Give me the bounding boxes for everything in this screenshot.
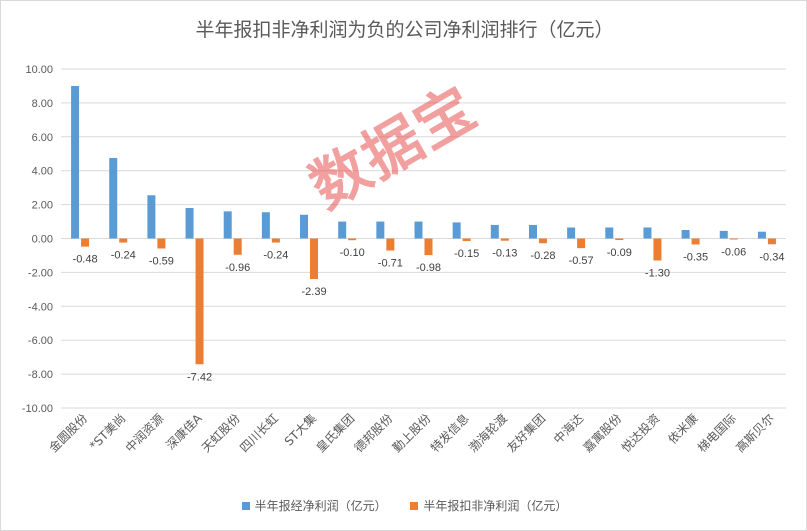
data-label: -0.71 [378,258,403,270]
data-label: -0.06 [721,247,746,259]
bar-net-profit [757,231,766,239]
data-label: -7.42 [187,371,212,383]
data-label: -0.59 [149,256,174,268]
bar-deducted-profit [729,238,738,240]
bar-deducted-profit [157,238,166,249]
y-tick-label: 8.00 [32,98,53,110]
legend-label: 半年报扣非净利润（亿元） [423,499,568,513]
x-tick-label: 中润资源 [122,411,167,456]
data-label: -0.48 [73,254,98,266]
x-tick-label: 悦达投资 [618,411,663,456]
bar-deducted-profit [424,238,433,256]
bar-net-profit [643,227,652,239]
bar-net-profit [261,212,270,239]
y-tick-label: -10.00 [22,403,53,415]
x-tick-label: 特发信息 [427,411,472,456]
bar-deducted-profit [233,238,242,255]
bar-net-profit [147,195,156,239]
bar-deducted-profit [462,238,471,242]
bar-deducted-profit [310,238,319,280]
y-tick-label: 6.00 [32,132,53,144]
y-tick-label: -8.00 [28,369,53,381]
x-tick-label: 渤海轮渡 [465,411,510,456]
bar-net-profit [71,85,80,239]
data-label: -0.96 [225,262,250,274]
x-tick-label: 梯电国际 [695,411,739,455]
legend-label: 半年报经净利润（亿元） [254,499,387,513]
bar-net-profit [109,157,118,239]
x-tick-label: ST大集 [281,411,319,449]
data-label: -0.34 [759,251,784,263]
legend-swatch [241,501,250,510]
y-tick-label: 0.00 [32,234,53,246]
legend-item-deducted-profit: 半年报扣非净利润（亿元） [410,497,567,514]
x-tick-label: 嘉寓股份 [580,411,625,456]
bar-deducted-profit [691,238,700,245]
data-label: -0.10 [340,247,365,259]
y-tick-label: -4.00 [28,301,53,313]
bar-net-profit [414,221,423,239]
x-tick-label: 依米康 [665,411,701,447]
bar-deducted-profit [767,238,776,245]
bar-deducted-profit [348,238,357,241]
data-label: -0.24 [263,250,288,262]
bar-deducted-profit [538,238,547,244]
bar-deducted-profit [500,238,509,241]
legend: 半年报经净利润（亿元） 半年报扣非净利润（亿元） [1,497,806,514]
y-tick-label: 10.00 [25,64,53,76]
bar-net-profit [567,227,576,239]
x-tick-label: 皇氏集团 [313,411,358,456]
data-label: -0.35 [683,251,708,263]
chart-title: 半年报扣非净利润为负的公司净利润排行（亿元） [195,19,614,41]
x-tick-label: 中海达 [550,411,586,447]
data-label: -0.24 [111,250,136,262]
bar-net-profit [490,224,499,239]
bar-deducted-profit [615,238,624,241]
bar-deducted-profit [653,238,662,261]
data-label: -0.13 [492,248,517,260]
data-label: -0.98 [416,262,441,274]
x-tick-label: 勤上股份 [390,411,434,455]
bar-net-profit [376,221,385,239]
x-tick-label: 德邦股份 [351,411,396,456]
data-label: -0.15 [454,248,479,260]
bar-net-profit [452,222,461,239]
y-tick-label: -6.00 [28,335,53,347]
data-label: -0.09 [607,247,632,259]
x-tick-label: 天虹股份 [199,411,243,455]
bar-deducted-profit [577,238,586,249]
y-tick-label: -2.00 [28,267,53,279]
x-tick-label: *ST美尚 [87,411,129,453]
bar-net-profit [338,221,347,239]
data-label: -1.30 [645,268,670,280]
data-label: -0.28 [530,250,555,262]
bar-net-profit [681,230,690,239]
x-tick-label: 友好集团 [504,411,549,456]
y-tick-label: 2.00 [32,200,53,212]
x-tick-label: 金圆股份 [46,411,91,456]
data-label: -2.39 [301,286,326,298]
bar-net-profit [605,227,614,239]
x-tick-label: 四川长虹 [237,411,281,455]
bar-net-profit [300,214,309,239]
legend-swatch [410,501,419,510]
legend-item-net-profit: 半年报经净利润（亿元） [241,497,387,514]
bar-net-profit [719,230,728,239]
data-label: -0.57 [569,255,594,267]
bar-net-profit [528,224,537,239]
bar-net-profit [223,211,232,239]
bar-deducted-profit [271,238,280,243]
bar-deducted-profit [119,238,128,243]
y-tick-label: 4.00 [32,166,53,178]
bar-deducted-profit [81,238,90,247]
x-tick-label: 高斯贝尔 [732,411,777,456]
bar-deducted-profit [386,238,395,251]
bar-net-profit [185,207,194,239]
bar-deducted-profit [195,238,204,365]
